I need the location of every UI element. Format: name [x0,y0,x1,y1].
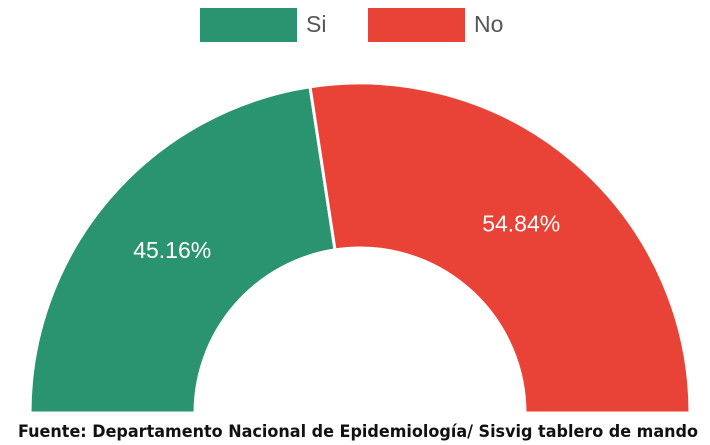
slice [28,85,337,415]
source-note: Fuente: Departamento Nacional de Epidemi… [18,422,698,442]
legend-swatch [368,8,465,42]
slice [308,81,692,415]
data-label: 45.16% [133,237,211,263]
legend-swatch [200,8,297,42]
legend-label: Si [306,11,326,37]
legend-label: No [474,11,503,37]
data-label: 54.84% [482,210,560,236]
